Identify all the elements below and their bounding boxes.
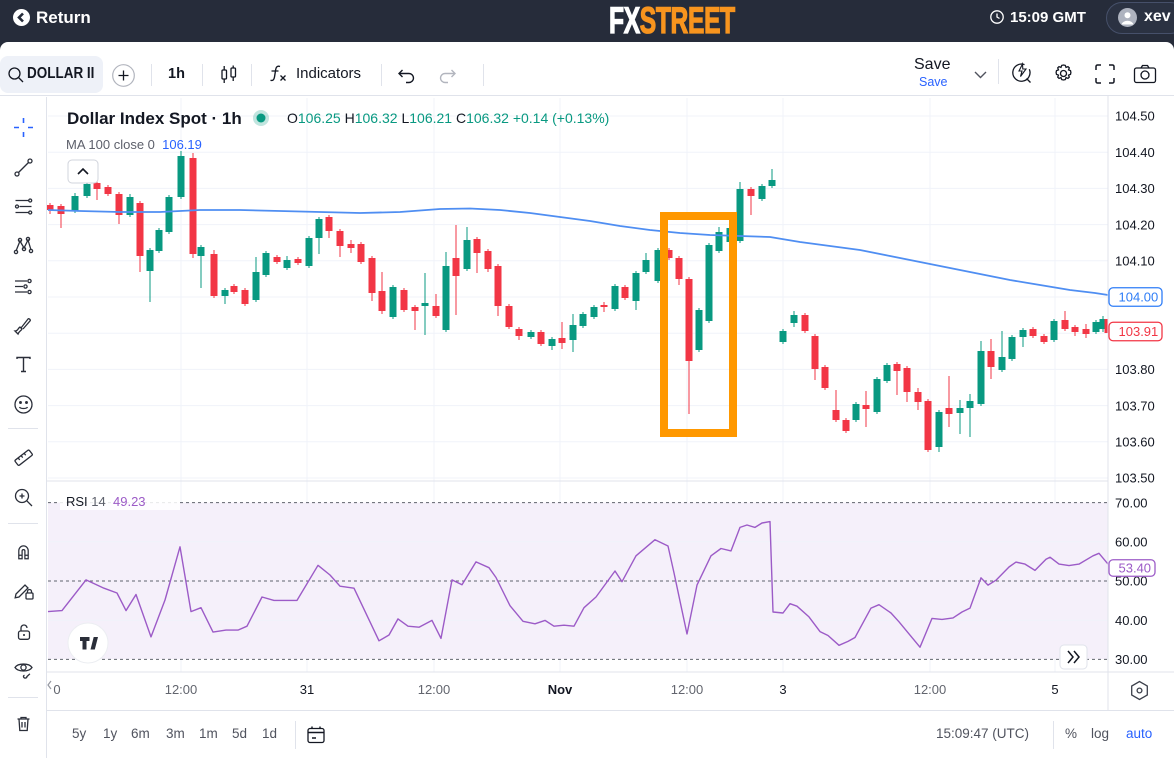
svg-text:Nov: Nov <box>548 682 573 697</box>
svg-text:5: 5 <box>1051 682 1058 697</box>
svg-text:104.10: 104.10 <box>1115 254 1155 269</box>
svg-text:40.00: 40.00 <box>1115 613 1148 628</box>
svg-text:103.70: 103.70 <box>1115 398 1155 413</box>
svg-text:70.00: 70.00 <box>1115 495 1148 510</box>
svg-text:MA 100 close 0 106.19: MA 100 close 0 106.19 <box>66 137 202 152</box>
svg-text:104.30: 104.30 <box>1115 181 1155 196</box>
svg-text:103.80: 103.80 <box>1115 362 1155 377</box>
svg-text:104.00: 104.00 <box>1119 290 1159 305</box>
svg-text:12:00: 12:00 <box>671 682 704 697</box>
svg-text:50.00: 50.00 <box>1115 574 1148 589</box>
svg-text:104.20: 104.20 <box>1115 217 1155 232</box>
svg-text:0: 0 <box>53 682 60 697</box>
svg-text:104.40: 104.40 <box>1115 145 1155 160</box>
svg-text:103.50: 103.50 <box>1115 471 1155 486</box>
svg-text:3: 3 <box>779 682 786 697</box>
svg-text:30.00: 30.00 <box>1115 652 1148 667</box>
svg-text:103.91: 103.91 <box>1119 324 1159 339</box>
svg-text:53.40: 53.40 <box>1119 561 1152 576</box>
svg-text:O106.25 H106.32 L106.21 C106.3: O106.25 H106.32 L106.21 C106.32 +0.14 (+… <box>287 110 609 126</box>
svg-text:103.60: 103.60 <box>1115 435 1155 450</box>
svg-text:Dollar Index Spot · 1h: Dollar Index Spot · 1h <box>67 109 242 128</box>
svg-text:60.00: 60.00 <box>1115 535 1148 550</box>
svg-text:RSI 14 49.23: RSI 14 49.23 <box>66 494 146 509</box>
svg-text:104.50: 104.50 <box>1115 109 1155 124</box>
svg-text:31: 31 <box>300 682 314 697</box>
svg-text:12:00: 12:00 <box>165 682 198 697</box>
svg-text:12:00: 12:00 <box>418 682 451 697</box>
svg-text:12:00: 12:00 <box>914 682 947 697</box>
